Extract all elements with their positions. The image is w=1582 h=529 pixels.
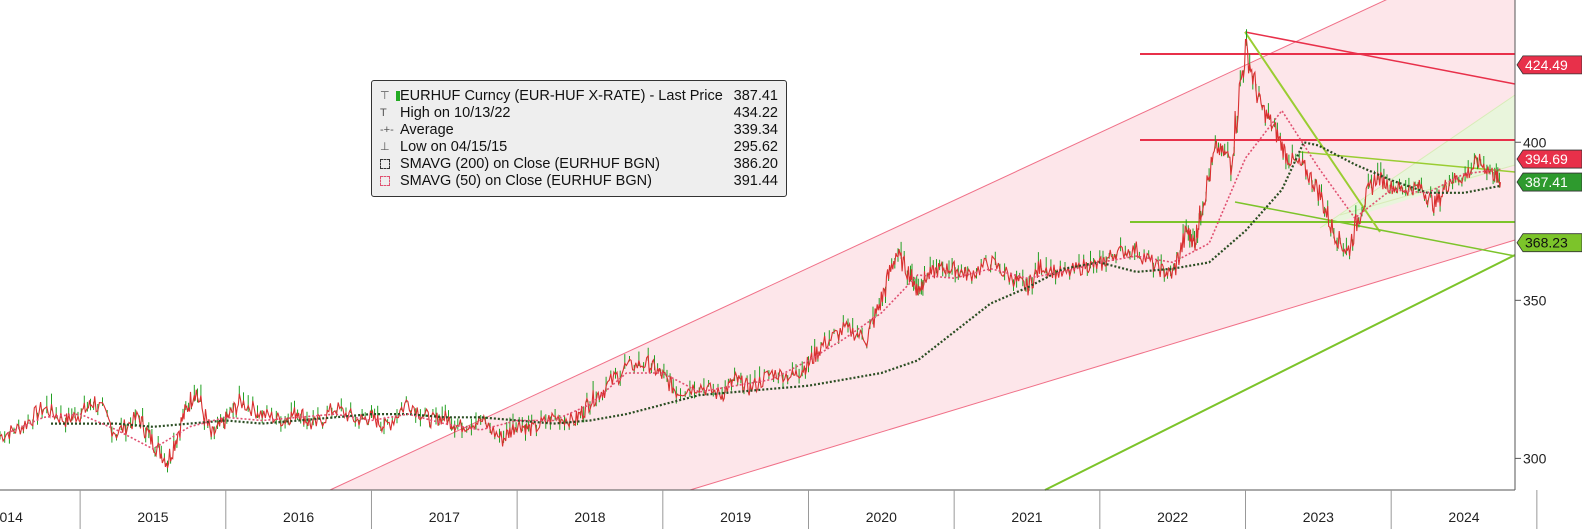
legend-label-sma50: SMAVG (50) on Close (EURHUF BGN) <box>400 172 652 189</box>
x-tick-label-2019: 2019 <box>720 509 751 525</box>
legend-swatch-sma50 <box>380 175 400 186</box>
chart-legend: ⊤ EURHUF Curncy (EUR-HUF X-RATE) - Last … <box>371 80 787 197</box>
legend-swatch-last-price: ⊤ <box>380 89 400 102</box>
price-tag-shape <box>1516 233 1582 253</box>
green-long-trend-line <box>1044 254 1516 491</box>
wedge-upper-line <box>1319 94 1516 229</box>
average-marker-icon: -+- <box>380 123 394 136</box>
series-layer <box>0 29 1501 473</box>
x-tick-label-2022: 2022 <box>1157 509 1188 525</box>
high-marker-icon: T <box>380 106 387 119</box>
price-tag-387-41: 387.41 <box>1516 172 1582 192</box>
x-tick-label-2020: 2020 <box>866 509 897 525</box>
x-tick-label-2021: 2021 <box>1011 509 1042 525</box>
x-tick-label-2014: 2014 <box>0 509 23 525</box>
low-marker-icon: ⊥ <box>380 141 390 153</box>
legend-value-last-price: 387.41 <box>733 87 778 104</box>
green-diagonal-line <box>1244 31 1381 233</box>
legend-item-sma200: SMAVG (200) on Close (EURHUF BGN) 386.20 <box>380 155 778 172</box>
x-tick-label-2015: 2015 <box>137 509 168 525</box>
price-channel-layer <box>329 0 1516 491</box>
legend-swatch-sma200 <box>380 158 400 169</box>
channel-upper-line <box>329 0 1387 491</box>
legend-item-low: ⊥ Low on 04/15/15 295.62 <box>380 138 778 155</box>
price-tags-layer: 424.49 394.69 387.41 368.23 <box>1516 55 1582 253</box>
legend-item-high: T High on 10/13/22 434.22 <box>380 104 778 121</box>
legend-value-average: 339.34 <box>733 121 778 138</box>
price-tag-424-49: 424.49 <box>1516 55 1582 75</box>
price-tag-394-69: 394.69 <box>1516 149 1582 169</box>
legend-label-high: High on 10/13/22 <box>400 104 511 121</box>
sma50-line <box>6 109 1501 450</box>
price-tag-text: 424.49 <box>1525 57 1568 73</box>
price-tag-text: 394.69 <box>1525 151 1568 167</box>
price-tag-shape <box>1516 55 1582 75</box>
price-series-line <box>0 38 1501 469</box>
y-tick-label-300: 300 <box>1523 450 1547 466</box>
trend-lines-layer <box>1044 31 1516 491</box>
legend-value-low: 295.62 <box>733 138 778 155</box>
downtrend-red-line <box>1244 31 1516 85</box>
legend-label-sma200: SMAVG (200) on Close (EURHUF BGN) <box>400 155 660 172</box>
legend-value-sma50: 391.44 <box>733 172 778 189</box>
legend-label-last-price: EURHUF Curncy (EUR-HUF X-RATE) - Last Pr… <box>400 87 723 104</box>
price-tag-shape <box>1516 172 1582 192</box>
x-tick-label-2018: 2018 <box>574 509 605 525</box>
legend-item-last-price: ⊤ EURHUF Curncy (EUR-HUF X-RATE) - Last … <box>380 87 778 104</box>
green-short-trend-line <box>1299 151 1516 173</box>
legend-item-average: -+- Average 339.34 <box>380 121 778 138</box>
x-tick-label-2023: 2023 <box>1303 509 1334 525</box>
legend-value-sma200: 386.20 <box>733 155 778 172</box>
price-tag-shape <box>1516 149 1582 169</box>
legend-value-high: 434.22 <box>733 104 778 121</box>
x-tick-label-2016: 2016 <box>283 509 314 525</box>
sma200-line <box>51 141 1501 428</box>
wedge-lower-line <box>1339 164 1516 216</box>
y-tick-label-400: 400 <box>1523 134 1547 150</box>
price-tag-text: 387.41 <box>1525 174 1568 190</box>
channel-lower-line <box>689 239 1516 491</box>
x-tick-label-2017: 2017 <box>429 509 460 525</box>
price-tag-text: 368.23 <box>1525 235 1568 251</box>
legend-label-average: Average <box>400 121 454 138</box>
channel-fill <box>330 0 1515 490</box>
y-tick-label-350: 350 <box>1523 292 1547 308</box>
legend-item-sma50: SMAVG (50) on Close (EURHUF BGN) 391.44 <box>380 172 778 189</box>
x-tick-label-2024: 2024 <box>1448 509 1479 525</box>
green-lower-trend-line <box>1234 201 1516 257</box>
price-tag-368-23: 368.23 <box>1516 233 1582 253</box>
legend-label-low: Low on 04/15/15 <box>400 138 508 155</box>
